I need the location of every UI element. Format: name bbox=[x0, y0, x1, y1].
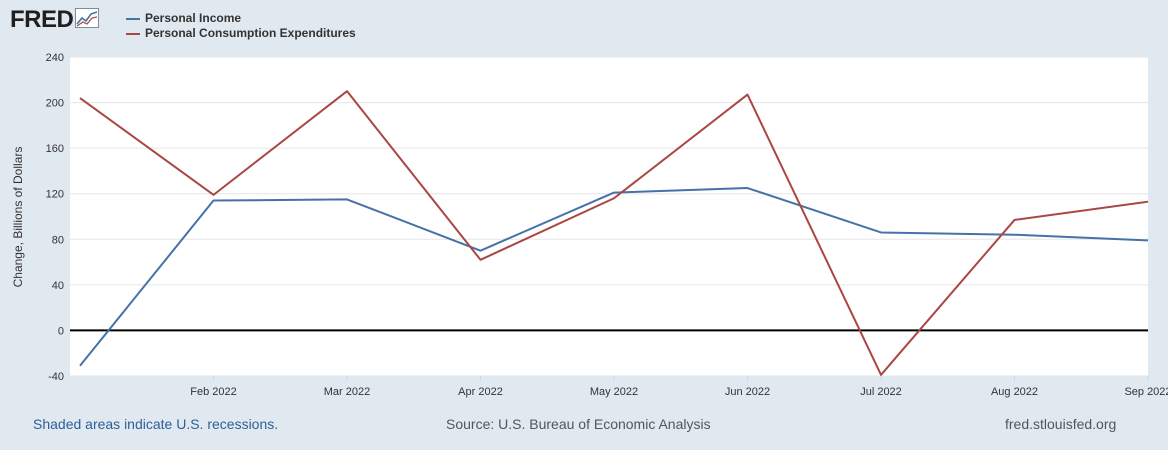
x-tick-label: May 2022 bbox=[590, 386, 638, 398]
line-chart-icon bbox=[75, 7, 100, 33]
series-lines bbox=[79, 90, 1149, 376]
recession-note[interactable]: Shaded areas indicate U.S. recessions. bbox=[33, 416, 279, 432]
x-tick-label: Mar 2022 bbox=[324, 386, 370, 398]
legend-label-personal-income: Personal Income bbox=[145, 11, 242, 25]
x-tick-label: Sep 2022 bbox=[1124, 386, 1168, 398]
y-tick-label: 240 bbox=[46, 52, 64, 64]
fred-url[interactable]: fred.stlouisfed.org bbox=[1005, 416, 1117, 432]
chart-legend: Personal Income Personal Consumption Exp… bbox=[126, 11, 356, 41]
y-tick-label: 80 bbox=[52, 234, 64, 246]
x-axis-ticks: Feb 2022 Mar 2022 Apr 2022 May 2022 Jun 2022… bbox=[190, 376, 1168, 398]
y-tick-label: 160 bbox=[46, 143, 64, 155]
legend-item-personal-income[interactable]: Personal Income bbox=[126, 11, 356, 26]
series-line-pce bbox=[79, 90, 1149, 376]
y-tick-label: 40 bbox=[52, 280, 64, 292]
y-tick-label: -40 bbox=[48, 371, 64, 383]
x-tick-label: Jul 2022 bbox=[860, 386, 902, 398]
series-line-personal-income bbox=[79, 187, 1149, 367]
fred-logo-text: FRED bbox=[10, 6, 74, 33]
x-tick-label: Aug 2022 bbox=[991, 386, 1038, 398]
legend-swatch-pce bbox=[126, 32, 140, 35]
y-axis-label: Change, Billions of Dollars bbox=[11, 146, 25, 288]
plot-area bbox=[70, 57, 1148, 376]
legend-swatch-personal-income bbox=[126, 17, 140, 20]
x-tick-label: Jun 2022 bbox=[725, 386, 770, 398]
source-note: Source: U.S. Bureau of Economic Analysis bbox=[446, 416, 711, 432]
legend-item-pce[interactable]: Personal Consumption Expenditures bbox=[126, 26, 356, 41]
legend-label-pce: Personal Consumption Expenditures bbox=[145, 26, 356, 40]
x-tick-label: Feb 2022 bbox=[190, 386, 236, 398]
y-tick-label: 200 bbox=[46, 98, 64, 110]
y-tick-label: 0 bbox=[58, 325, 64, 337]
x-tick-label: Apr 2022 bbox=[458, 386, 503, 398]
fred-logo[interactable]: FRED bbox=[10, 6, 100, 34]
y-tick-label: 120 bbox=[46, 189, 64, 201]
y-axis-ticks: -40 0 40 80 120 160 200 240 bbox=[46, 52, 64, 383]
